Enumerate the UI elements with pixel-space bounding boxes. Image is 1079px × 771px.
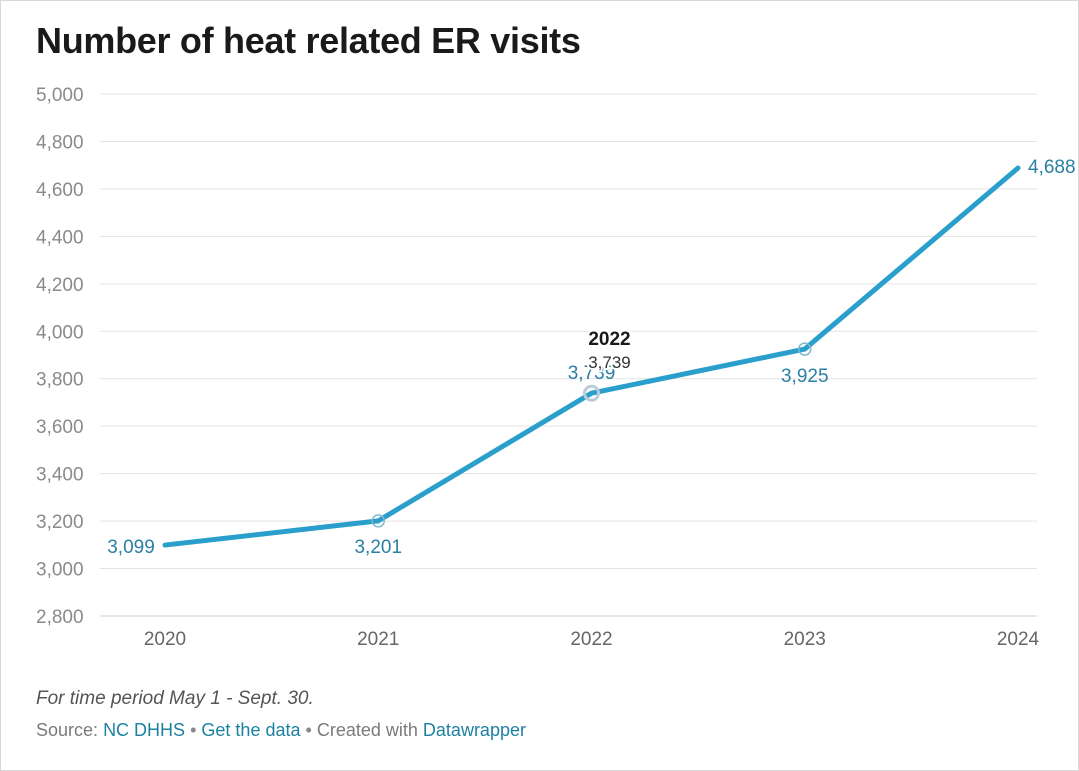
line-chart: 2,800 3,000 3,200 3,400 3,600 3,800 4,000 4,200… <box>36 85 1076 650</box>
y-tick-label: 4,400 <box>36 227 84 248</box>
y-tick-label: 4,000 <box>36 322 84 343</box>
y-tick-label: 3,200 <box>36 512 84 533</box>
get-data-link[interactable]: Get the data <box>201 720 301 740</box>
separator: • <box>190 720 197 740</box>
x-tick-label: 2023 <box>784 629 826 650</box>
data-label: 3,099 <box>107 537 155 558</box>
source-link[interactable]: NC DHHS <box>103 720 186 740</box>
tooltip-value: 3,739 <box>588 353 631 372</box>
datawrapper-link[interactable]: Datawrapper <box>422 720 526 740</box>
y-tick-label: 3,600 <box>36 417 84 438</box>
y-tick-label: 4,200 <box>36 275 84 296</box>
y-tick-label: 2,800 <box>36 607 84 628</box>
x-tick-label: 2020 <box>144 629 186 650</box>
x-tick-label: 2024 <box>997 629 1040 650</box>
chart-note: For time period May 1 - Sept. 30. <box>36 688 314 709</box>
chart-source: Source: NC DHHS • Get the data • Created… <box>36 720 526 741</box>
tooltip-title: 2022 <box>588 329 630 350</box>
y-tick-label: 3,800 <box>36 370 84 391</box>
x-tick-label: 2021 <box>357 629 399 650</box>
y-tick-label: 4,800 <box>36 132 84 153</box>
data-point <box>371 514 385 528</box>
chart-title: Number of heat related ER visits <box>36 20 581 61</box>
y-tick-label: 3,400 <box>36 465 84 486</box>
data-label: 3,739 <box>568 363 616 384</box>
data-point <box>798 342 812 356</box>
source-label: Source: <box>36 720 99 740</box>
y-tick-label: 4,600 <box>36 180 84 201</box>
y-tick-label: 3,000 <box>36 560 84 581</box>
x-tick-label: 2022 <box>570 629 612 650</box>
data-label: 3,925 <box>781 366 829 387</box>
data-point <box>583 384 600 402</box>
created-with-label: Created with <box>316 720 418 740</box>
y-tick-label: 5,000 <box>36 85 84 106</box>
data-label: 3,201 <box>354 537 402 558</box>
separator: • <box>305 720 312 740</box>
data-label: 4,688 <box>1028 157 1076 178</box>
series-line <box>162 165 1021 548</box>
